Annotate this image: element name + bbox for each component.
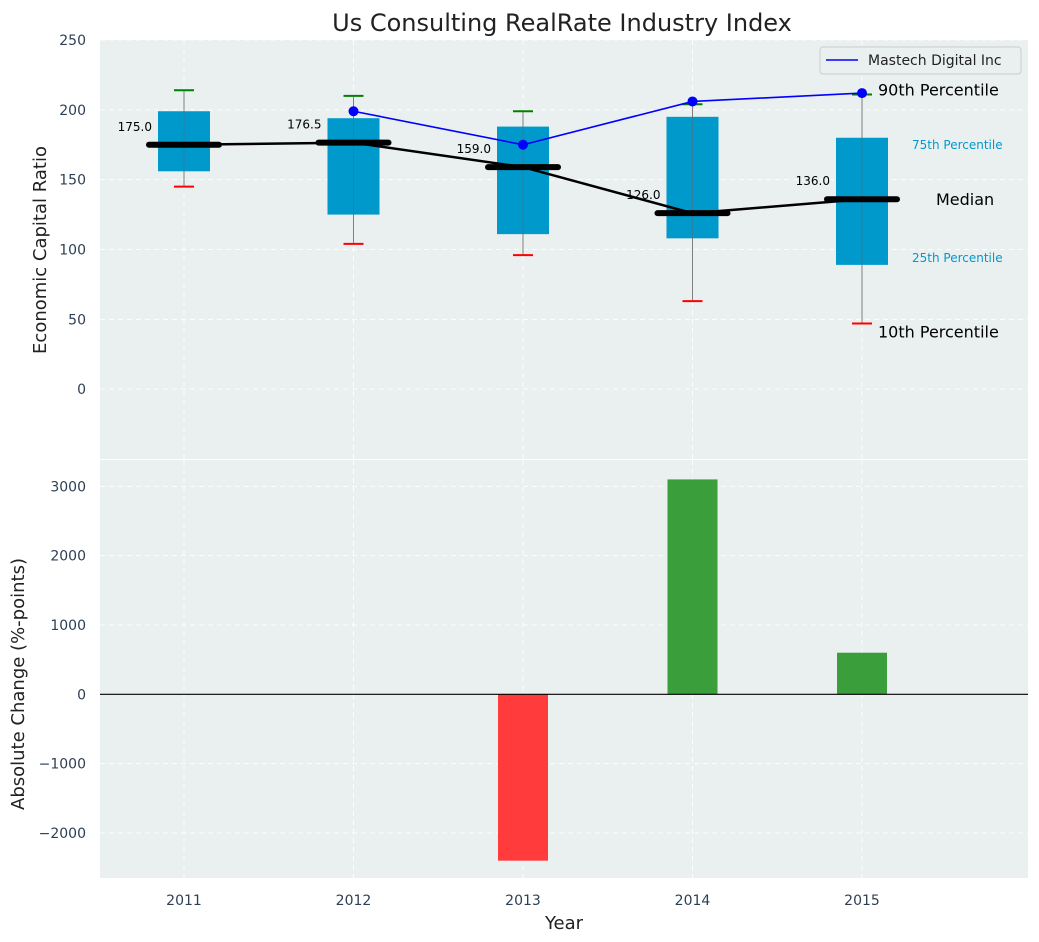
series-point [687,96,698,107]
annotation-75th: 75th Percentile [912,138,1003,152]
median-line [183,141,863,215]
x-axis-label: Year [544,913,584,934]
bottom-y-axis-label: Absolute Change (%-points) [8,558,29,810]
legend-box [819,46,1022,75]
median-value-label: 159.0 [457,142,491,156]
annotation-median: Median [936,190,994,209]
x-tick-labels: 2011 2012 2013 2014 2015 [166,893,880,909]
bar-chart-panel: −2000 −1000 0 1000 2000 3000 2011 2012 2013 2014… [8,460,1028,934]
series-point [348,106,359,117]
median-value-label: 136.0 [796,174,830,188]
bar-2013 [498,694,548,861]
bottom-y-tick-label: −1000 [39,757,86,773]
bottom-y-tick-label: 2000 [50,549,86,565]
bottom-y-tick-labels: −2000 −1000 0 1000 2000 3000 [39,479,86,842]
box-2015: 136.0 [796,93,900,325]
chart-title: Us Consulting RealRate Industry Index [332,9,792,37]
top-y-tick-label: 100 [59,243,86,259]
x-tick-label: 2014 [675,893,711,909]
percentile-annotations: 90th Percentile 75th Percentile Median 25th… [878,80,1003,341]
x-tick-label: 2015 [844,893,880,909]
bar-2014 [667,479,718,695]
top-y-tick-label: 250 [59,33,86,49]
median-value-label: 175.0 [118,120,152,134]
top-y-tick-label: 50 [68,312,86,328]
series-line [353,92,863,146]
x-tick-label: 2012 [336,893,372,909]
annotation-90th: 90th Percentile [878,80,999,99]
x-tick-label: 2011 [166,893,202,909]
series-line-group [348,88,867,150]
bottom-y-tick-label: 3000 [50,479,86,495]
series-point [857,88,867,99]
top-y-tick-label: 150 [59,173,86,189]
top-y-axis-label: Economic Capital Ratio [30,146,51,354]
box-2012: 176.5 [287,94,392,245]
median-value-label: 176.5 [287,118,321,132]
bottom-y-tick-label: 1000 [50,618,86,634]
legend-label: Mastech Digital Inc [868,53,1002,69]
top-y-tick-label: 200 [59,103,86,119]
bottom-y-tick-label: 0 [77,687,86,703]
x-tick-label: 2013 [505,893,541,909]
top-y-tick-label: 0 [77,382,86,398]
bar-group [498,479,887,861]
bottom-y-tick-label: −2000 [39,826,86,842]
top-y-tick-labels: 0 50 100 150 200 250 [59,33,86,398]
legend: Mastech Digital Inc [819,46,1022,75]
bottom-plot-background [100,460,1028,878]
median-trend-line [183,141,863,215]
series-point [518,139,528,150]
annotation-10th: 10th Percentile [878,323,999,342]
annotation-25th: 25th Percentile [912,251,1003,265]
bar-2015 [837,652,887,695]
